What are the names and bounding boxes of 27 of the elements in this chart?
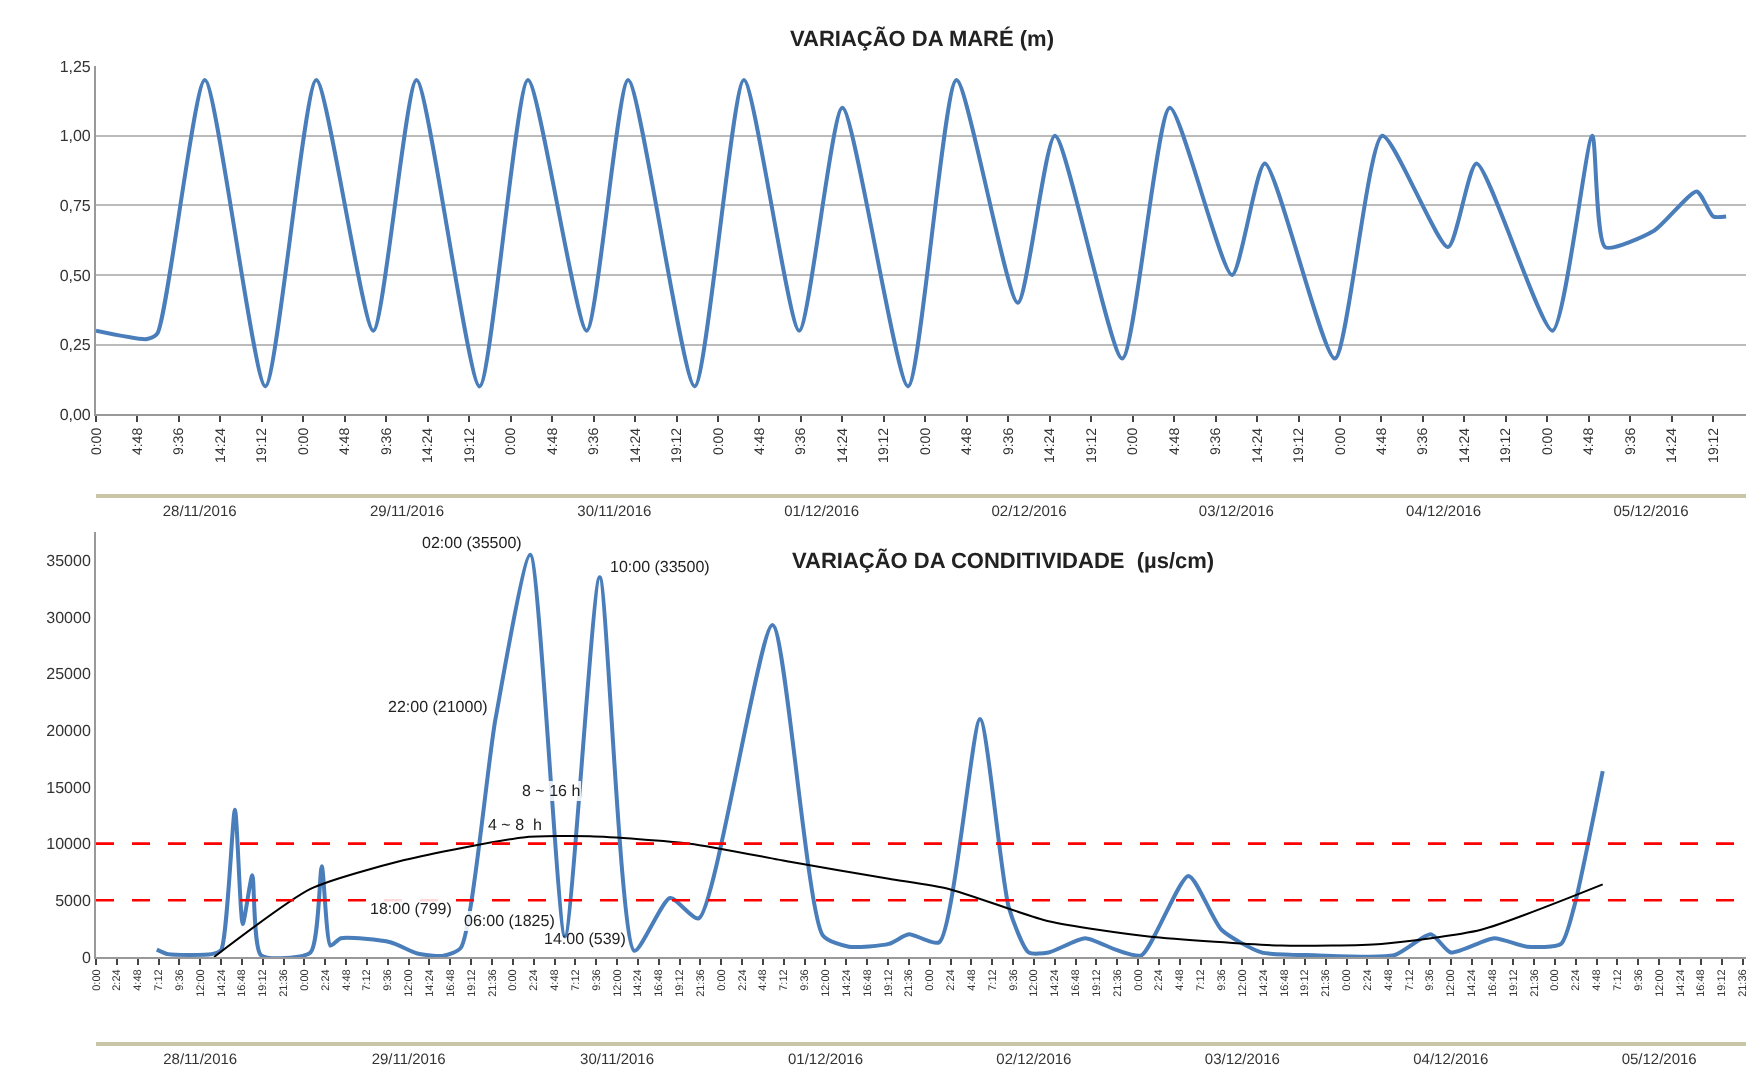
y-tick-label: 1,00 [59, 127, 92, 146]
y-tick-label: 0,50 [59, 266, 92, 285]
annotation: 10:00 (33500) [610, 558, 711, 576]
y-tick-label: 10000 [46, 835, 92, 854]
y-tick-label: 5000 [55, 891, 92, 910]
y-tick-label: 0,25 [59, 336, 92, 355]
y-tick-label: 1,25 [59, 57, 92, 76]
y-tick-label: 30000 [46, 608, 92, 627]
line-series [96, 78, 1729, 389]
y-tick-label: 0 [81, 948, 92, 967]
annotation: 14:00 (539) [544, 930, 627, 948]
annotation: 18:00 (799) [370, 900, 453, 918]
annotation: 06:00 (1825) [464, 912, 556, 930]
y-tick-label: 35000 [46, 551, 92, 570]
annotation: 8 ~ 16 h [522, 782, 581, 800]
annotation: 22:00 (21000) [388, 698, 489, 716]
annotation: 4 ~ 8 h [488, 816, 542, 834]
y-tick-label: 20000 [46, 721, 92, 740]
text: VARIAÇÃO DA CONDITIVIDADE (µs/cm) [792, 548, 1215, 574]
y-tick-label: 25000 [46, 665, 92, 684]
line-series [154, 552, 1605, 957]
y-tick-label: 0,75 [59, 196, 92, 215]
annotation: 02:00 (35500) [422, 534, 523, 552]
y-tick-label: 0,00 [59, 405, 92, 424]
line-series [213, 835, 1604, 957]
y-tick-label: 15000 [46, 778, 92, 797]
chart-title: VARIAÇÃO DA MARÉ (m) [790, 26, 1055, 52]
